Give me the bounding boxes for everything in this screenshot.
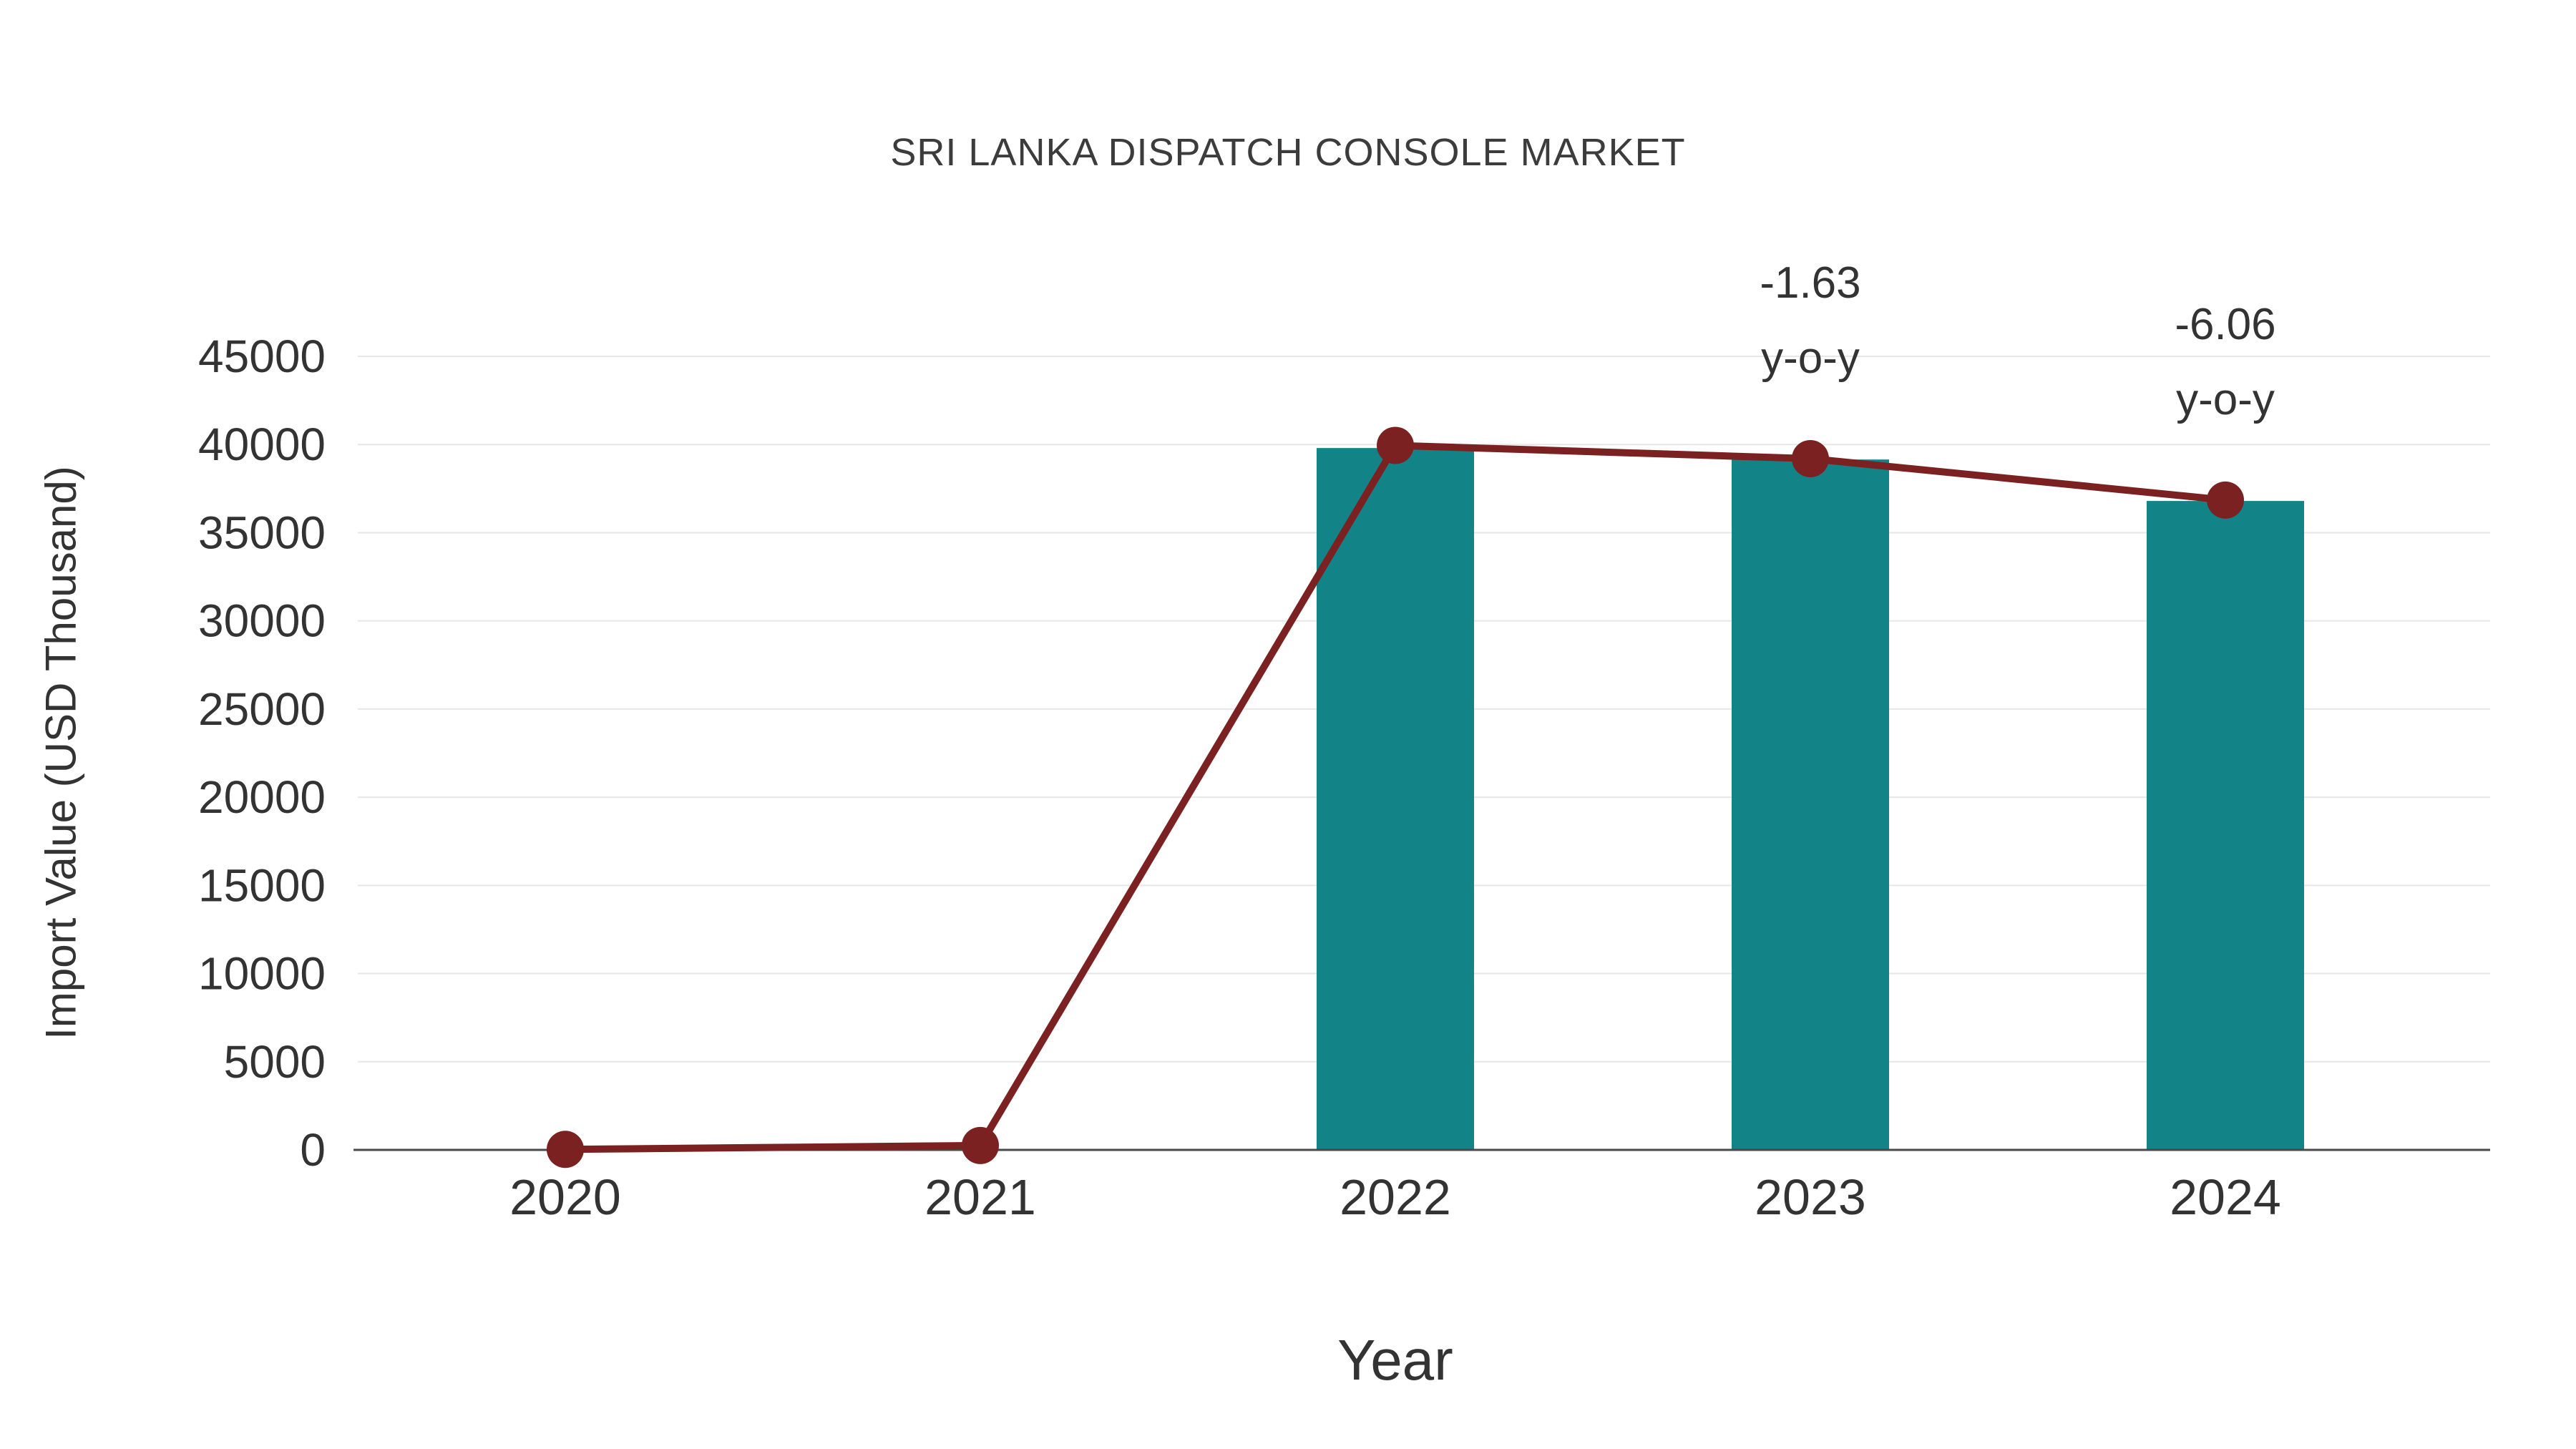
line-marker-2023 xyxy=(1792,439,1829,477)
y-tick-label: 30000 xyxy=(198,595,326,647)
x-tick-label-2020: 2020 xyxy=(509,1169,621,1225)
y-tick-label: 40000 xyxy=(198,419,326,470)
bar-2023 xyxy=(1732,459,1889,1150)
x-axis-label: Year xyxy=(1337,1328,1453,1392)
y-tick-label: 20000 xyxy=(198,771,326,823)
y-tick-label: 25000 xyxy=(198,683,326,735)
annotation-2023-line2: y-o-y xyxy=(1761,333,1860,383)
x-tick-label-2023: 2023 xyxy=(1755,1169,1866,1225)
line-marker-2020 xyxy=(547,1131,584,1169)
y-tick-label: 35000 xyxy=(198,507,326,558)
annotation-2024-line2: y-o-y xyxy=(2176,375,2275,424)
y-tick-label: 10000 xyxy=(198,948,326,1000)
y-tick-label: 45000 xyxy=(198,331,326,382)
line-marker-2024 xyxy=(2207,481,2244,519)
y-tick-label: 0 xyxy=(300,1124,326,1176)
x-tick-label-2021: 2021 xyxy=(924,1169,1036,1225)
y-tick-label: 15000 xyxy=(198,859,326,911)
x-tick-label-2024: 2024 xyxy=(2170,1169,2281,1225)
bar-2024 xyxy=(2147,501,2304,1150)
annotation-2024-line1: -6.06 xyxy=(2175,300,2275,349)
line-marker-2022 xyxy=(1377,426,1414,464)
line-marker-2021 xyxy=(962,1126,999,1164)
y-tick-label: 5000 xyxy=(224,1036,326,1088)
x-tick-label-2022: 2022 xyxy=(1340,1169,1451,1225)
bar-2022 xyxy=(1317,448,1474,1150)
annotation-2023-line1: -1.63 xyxy=(1760,258,1860,308)
chart-title: SRI LANKA DISPATCH CONSOLE MARKET xyxy=(890,131,1686,174)
